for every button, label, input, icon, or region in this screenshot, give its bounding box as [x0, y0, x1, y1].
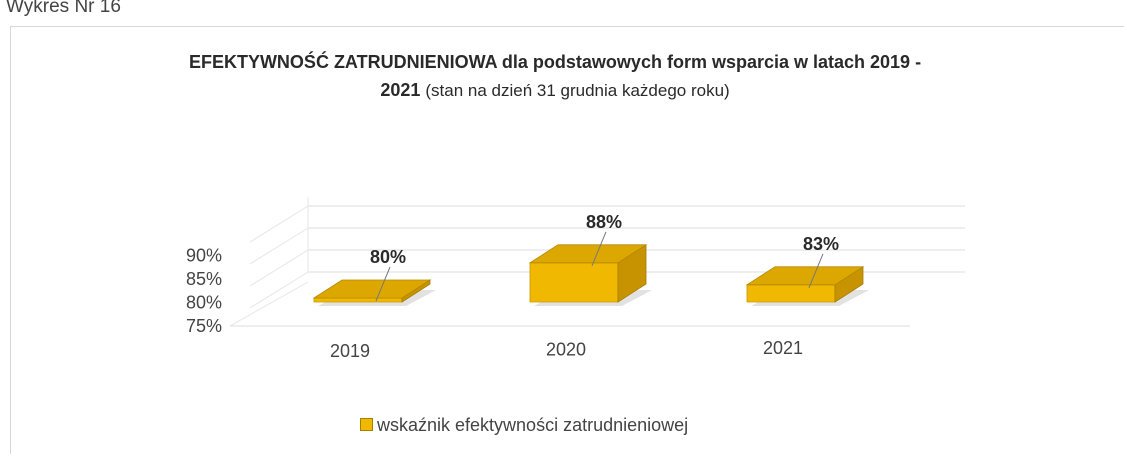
x-tick-label: 2019	[330, 341, 370, 361]
gridline-side	[249, 271, 309, 309]
bar-top	[528, 244, 648, 264]
chart-title: EFEKTYWNOŚĆ ZATRUDNIENIOWA dla podstawow…	[100, 48, 1010, 105]
chart-title-line1: EFEKTYWNOŚĆ ZATRUDNIENIOWA dla podstawow…	[188, 52, 922, 72]
x-tick-label: 2020	[546, 340, 586, 360]
chart-frame	[10, 26, 1124, 454]
gridline-side	[249, 227, 309, 265]
bar-front	[313, 297, 403, 303]
y-tick-label: 80%	[186, 293, 222, 313]
legend-swatch	[360, 418, 373, 431]
legend: wskaźnik efektywności zatrudnieniowej	[360, 413, 688, 437]
data-label: 88%	[586, 212, 622, 232]
x-tick-label: 2021	[763, 338, 803, 358]
data-label-leader	[375, 266, 391, 302]
chart-subtitle: (stan na dzień 31 grudnia każdego roku)	[425, 81, 730, 100]
data-label: 80%	[370, 247, 406, 267]
data-label-leader	[808, 253, 824, 288]
bar-front	[746, 284, 836, 303]
y-tick-label: 75%	[186, 316, 222, 336]
data-label-leader	[591, 231, 607, 266]
figure-caption: Wykres Nr 16	[6, 0, 121, 17]
legend-label: wskaźnik efektywności zatrudnieniowej	[377, 415, 689, 435]
chart-title-line2: 2021	[380, 80, 421, 100]
bar-top	[312, 279, 432, 299]
gridline-side	[249, 205, 309, 243]
bar-top	[745, 266, 865, 286]
gridline-side	[249, 249, 309, 287]
bar-front	[529, 262, 619, 303]
data-label: 83%	[803, 234, 839, 254]
floor-side-edge	[229, 281, 309, 327]
y-tick-label: 85%	[186, 269, 222, 289]
y-tick-label: 90%	[186, 246, 222, 266]
